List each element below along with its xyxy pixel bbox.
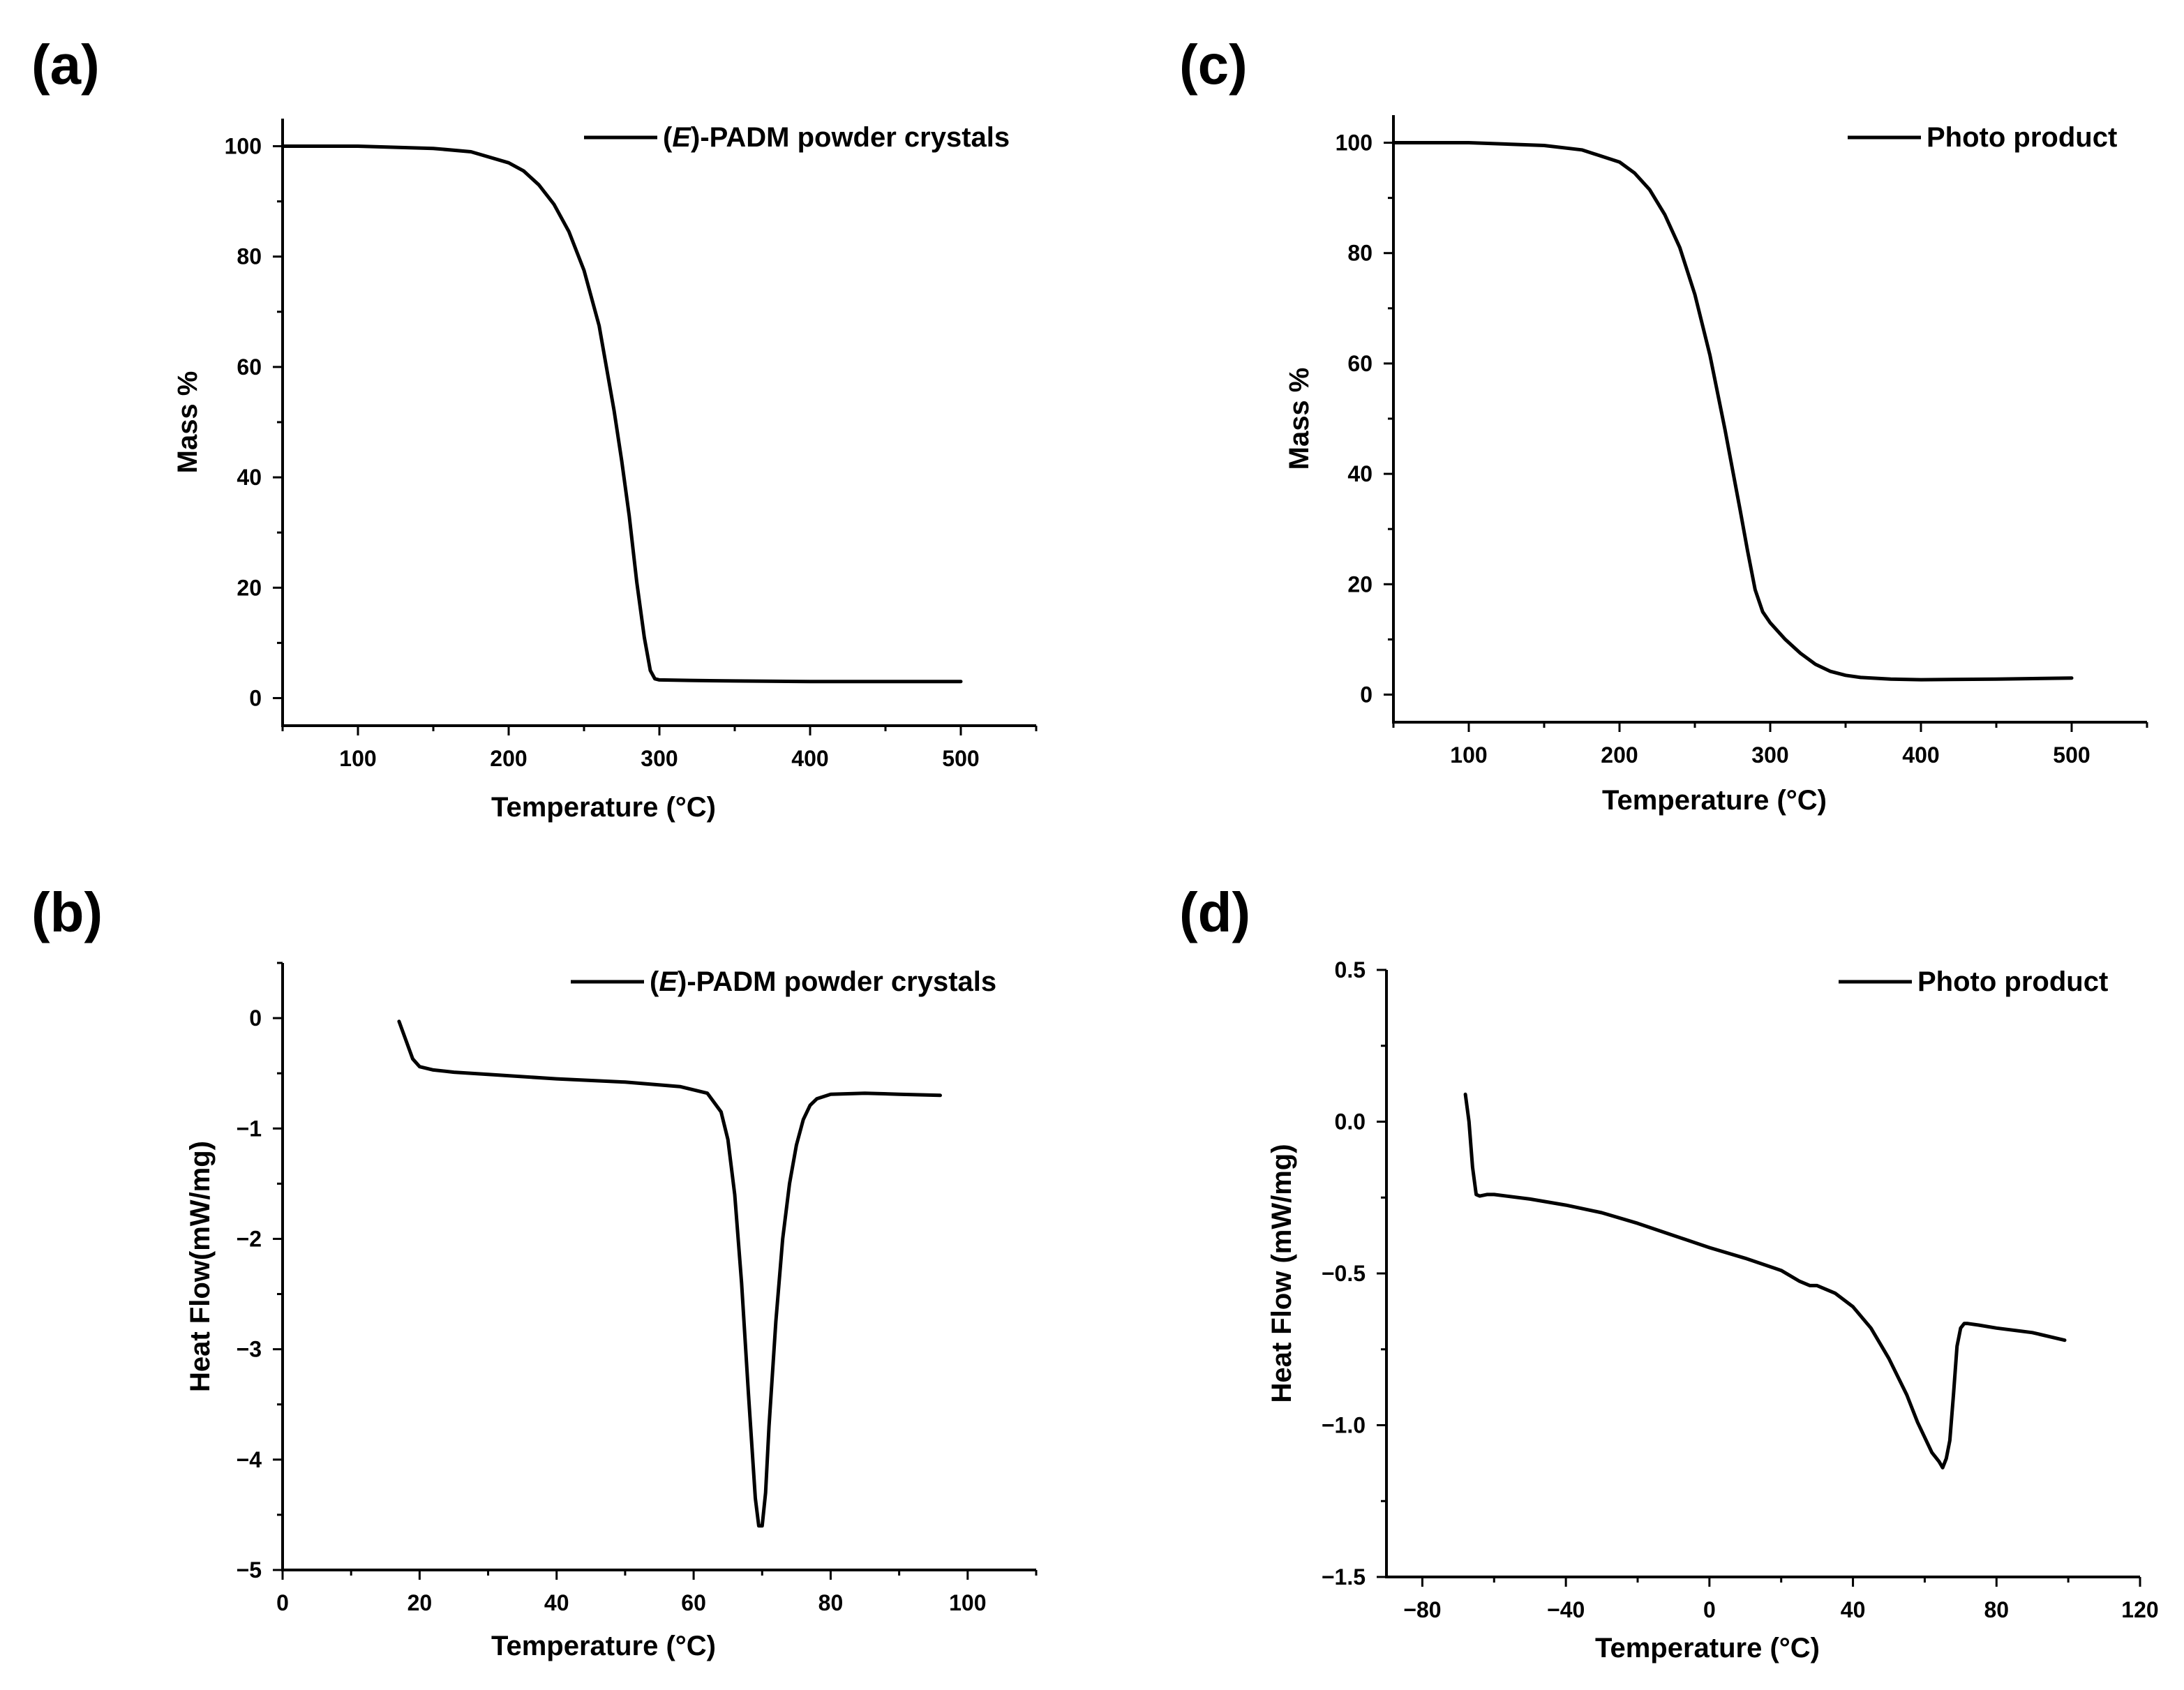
panel-a-x-tick-label: 400 [791,746,828,771]
panel-d-y-tick-label: −1.5 [1322,1564,1366,1590]
panel-c-x-tick-label: 400 [1902,742,1939,768]
panel-b-y-tick-label: −1 [237,1116,262,1141]
panel-c-y-tick-label: 60 [1347,351,1373,376]
panel-b-x-tick-label: 100 [949,1590,986,1615]
panel-a-y-tick-label: 60 [237,354,262,380]
panel-c-axes [1392,115,2147,724]
panel-d-x-tick-label: −40 [1547,1597,1585,1622]
panel-a-x-tick-label: 500 [942,746,979,771]
panel-b-axes [281,963,1036,1571]
panel-d-label: (d) [1179,881,1250,943]
panel-b-y-axis-title: Heat Flow(mW/mg) [185,1141,216,1392]
panel-d-series-line [1463,1092,2067,1470]
panel-a-y-tick-label: 100 [225,134,262,159]
panel-d-y-tick-label: 0.0 [1335,1109,1366,1135]
panel-d-x-axis-title: Temperature (°C) [1595,1633,1820,1663]
panel-c-series-line [1391,141,2074,682]
panel-c-y-tick-label: 20 [1347,571,1373,597]
panel-a-series-line [281,144,963,684]
panel-c-label: (c) [1179,33,1248,96]
panel-a-label: (a) [31,33,100,96]
panel-a-y-tick-label: 40 [237,465,262,490]
panel-d-y-axis-title: Heat Flow (mW/mg) [1266,1144,1297,1403]
panel-b-y-tick-label: −3 [237,1337,262,1362]
panel-a-y-tick-label: 20 [237,575,262,600]
panel-a-x-axis-title: Temperature (°C) [491,792,716,823]
panel-d-axes [1385,970,2140,1578]
panel-d-y-tick-label: 0.5 [1335,957,1366,982]
panel-d-x-tick-label: 80 [1984,1597,2009,1622]
panel-c-y-axis-title: Mass % [1284,368,1315,470]
panel-a-y-axis-title: Mass % [172,371,203,474]
panel-b-x-tick-label: 0 [276,1590,289,1615]
panel-a-y-tick-label: 80 [237,244,262,269]
panel-c-y-tick-label: 80 [1347,241,1373,266]
panel-a-x-tick-label: 100 [339,746,376,771]
panel-b-y-tick-label: 0 [249,1005,262,1031]
panel-a-x-tick-label: 200 [490,746,527,771]
panel-b-legend-label: (E)-PADM powder crystals [650,966,996,997]
panel-d-y-tick-label: −1.0 [1322,1413,1366,1438]
panel-b-y-tick-label: −4 [237,1447,262,1472]
panel-c-legend-label: Photo product [1927,122,2117,153]
panel-a-y-tick-label: 0 [249,685,262,710]
panel-b-y-tick-label: −5 [237,1557,262,1583]
panel-b-label: (b) [31,881,103,943]
panel-a-axes [281,119,1036,727]
panel-c-x-tick-label: 100 [1450,742,1487,768]
panel-b-x-axis-title: Temperature (°C) [491,1631,716,1661]
panel-d-x-tick-label: 0 [1703,1597,1716,1622]
panel-b-x-tick-label: 20 [407,1590,433,1615]
panel-c-x-tick-label: 200 [1601,742,1638,768]
panel-c-y-tick-label: 0 [1360,682,1373,707]
panel-d-x-tick-label: 120 [2121,1597,2158,1622]
panel-b-series-line [397,1019,942,1528]
panel-c-x-axis-title: Temperature (°C) [1602,785,1827,816]
panel-a-x-tick-label: 300 [641,746,678,771]
panel-b-x-tick-label: 60 [681,1590,706,1615]
panel-d-x-tick-label: 40 [1841,1597,1866,1622]
panel-d-y-tick-label: −0.5 [1322,1261,1366,1286]
panel-b-x-tick-label: 40 [544,1590,569,1615]
panel-c-x-tick-label: 300 [1751,742,1788,768]
panel-a-legend-label: (E)-PADM powder crystals [663,122,1010,153]
panel-d-legend-label: Photo product [1917,966,2108,997]
panel-c-y-tick-label: 40 [1347,461,1373,486]
panel-b-y-tick-label: −2 [237,1226,262,1251]
panel-d-x-tick-label: −80 [1403,1597,1441,1622]
panel-c-y-tick-label: 100 [1336,130,1373,156]
panel-b-x-tick-label: 80 [818,1590,844,1615]
panel-c-x-tick-label: 500 [2053,742,2090,768]
